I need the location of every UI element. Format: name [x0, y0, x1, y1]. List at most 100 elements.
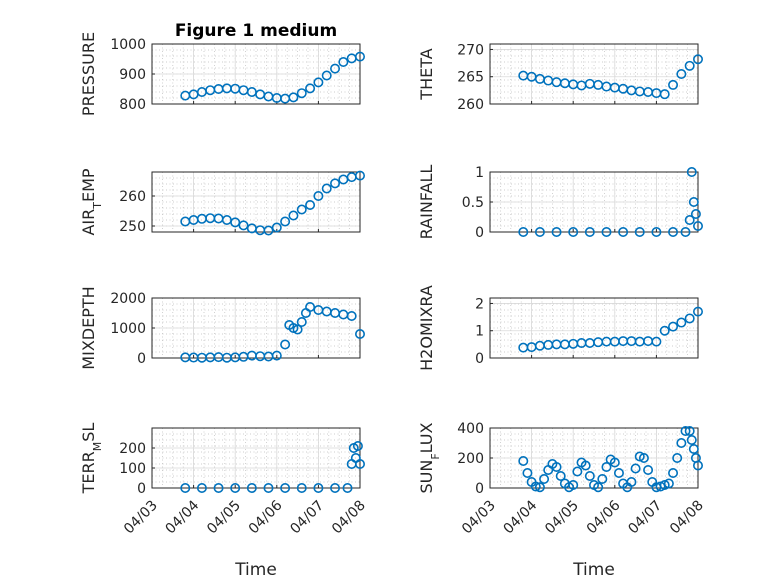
data-point: [659, 325, 670, 336]
y-tick-label: 250: [119, 219, 146, 235]
subplot-sun-flux: 0 200 400 SUNFLUX 04/03 04/04 04/05 04/06 04/07 0…: [417, 421, 707, 580]
data-point: [551, 461, 562, 472]
axes-background: [152, 428, 360, 488]
data-point: [692, 54, 703, 65]
data-point: [305, 301, 316, 312]
y-tick-label: 400: [457, 421, 484, 437]
y-tick-label: 0: [475, 481, 484, 497]
chart-title: Figure 1 medium: [175, 21, 337, 41]
y-tick-label: 2: [475, 296, 484, 312]
y-tick-label: 260: [119, 189, 146, 205]
data-point: [686, 167, 697, 178]
x-tick-label: 04/08: [329, 498, 369, 538]
data-point: [330, 482, 341, 493]
data-point: [668, 321, 679, 332]
data-point: [688, 197, 699, 208]
data-point: [651, 227, 662, 238]
data-point: [580, 460, 591, 471]
data-point: [663, 478, 674, 489]
y-tick-label: 0: [475, 225, 484, 241]
data-point: [659, 89, 670, 100]
data-point: [680, 425, 691, 436]
data-point: [313, 77, 324, 88]
y-axis-label: SUNFLUX: [417, 422, 442, 493]
data-point: [609, 457, 620, 468]
data-point: [584, 470, 595, 481]
y-axis-label: RAINFALL: [417, 165, 436, 240]
data-point: [271, 222, 282, 233]
data-point: [686, 434, 697, 445]
data-point: [601, 461, 612, 472]
data-point: [313, 191, 324, 202]
data-point: [672, 452, 683, 463]
data-point: [238, 220, 249, 231]
data-point: [676, 317, 687, 328]
data-point: [321, 183, 332, 194]
y-tick-label: 1: [475, 165, 484, 181]
data-point: [643, 464, 654, 475]
data-point: [584, 227, 595, 238]
data-point: [690, 209, 701, 220]
data-point: [692, 221, 703, 232]
data-point: [539, 473, 550, 484]
data-point: [634, 227, 645, 238]
data-point: [668, 79, 679, 90]
data-point: [676, 437, 687, 448]
data-point: [292, 324, 303, 335]
data-point: [346, 310, 357, 321]
axes-frame: [489, 43, 699, 105]
y-axis-label: PRESSURE: [79, 32, 98, 116]
data-point: [684, 215, 695, 226]
data-point: [180, 482, 191, 493]
data-point: [321, 70, 332, 81]
data-point: [518, 227, 529, 238]
data-point: [613, 467, 624, 478]
subplot-rainfall: 0 0.5 1 RAINFALL: [417, 165, 703, 241]
data-point: [692, 306, 703, 317]
x-tick-label: 04/08: [667, 498, 707, 538]
y-tick-label: 900: [119, 67, 146, 83]
data-point: [338, 56, 349, 67]
data-point: [601, 227, 612, 238]
data-point: [296, 88, 307, 99]
data-point: [572, 466, 583, 477]
axes-background: [152, 172, 360, 232]
data-point: [213, 482, 224, 493]
x-tick-label: 04/05: [204, 498, 244, 538]
data-point: [551, 227, 562, 238]
data-point: [263, 482, 274, 493]
subplot-mixdepth: 0 1000 2000 MIXDEPTH: [79, 286, 365, 370]
y-tick-label: 260: [457, 97, 484, 113]
data-point: [534, 227, 545, 238]
y-tick-label: 0.5: [462, 195, 484, 211]
data-point: [280, 216, 291, 227]
y-tick-label: 200: [457, 451, 484, 467]
data-point: [597, 473, 608, 484]
data-point: [296, 204, 307, 215]
x-axis-label: Time: [234, 560, 277, 580]
data-point: [518, 455, 529, 466]
data-point: [530, 481, 541, 492]
y-tick-label: 0: [137, 481, 146, 497]
data-point: [626, 476, 637, 487]
y-tick-label: 1000: [110, 37, 146, 53]
data-point: [618, 227, 629, 238]
y-tick-label: 0: [137, 351, 146, 367]
y-axis-label: THETA: [417, 48, 436, 100]
data-point: [684, 313, 695, 324]
axes-background: [490, 44, 698, 104]
data-point: [305, 83, 316, 94]
data-point: [692, 460, 703, 471]
data-point: [280, 482, 291, 493]
data-point: [688, 443, 699, 454]
y-axis-label: MIXDEPTH: [79, 286, 98, 369]
x-tick-label: 04/04: [501, 497, 541, 537]
data-point: [196, 482, 207, 493]
data-point: [352, 440, 363, 451]
data-point: [630, 463, 641, 474]
y-tick-label: 2000: [110, 291, 146, 307]
y-tick-label: 800: [119, 97, 146, 113]
subplot-pressure: 800 900 1000 PRESSURE Figure 1 medium: [79, 21, 365, 116]
data-point: [246, 482, 257, 493]
